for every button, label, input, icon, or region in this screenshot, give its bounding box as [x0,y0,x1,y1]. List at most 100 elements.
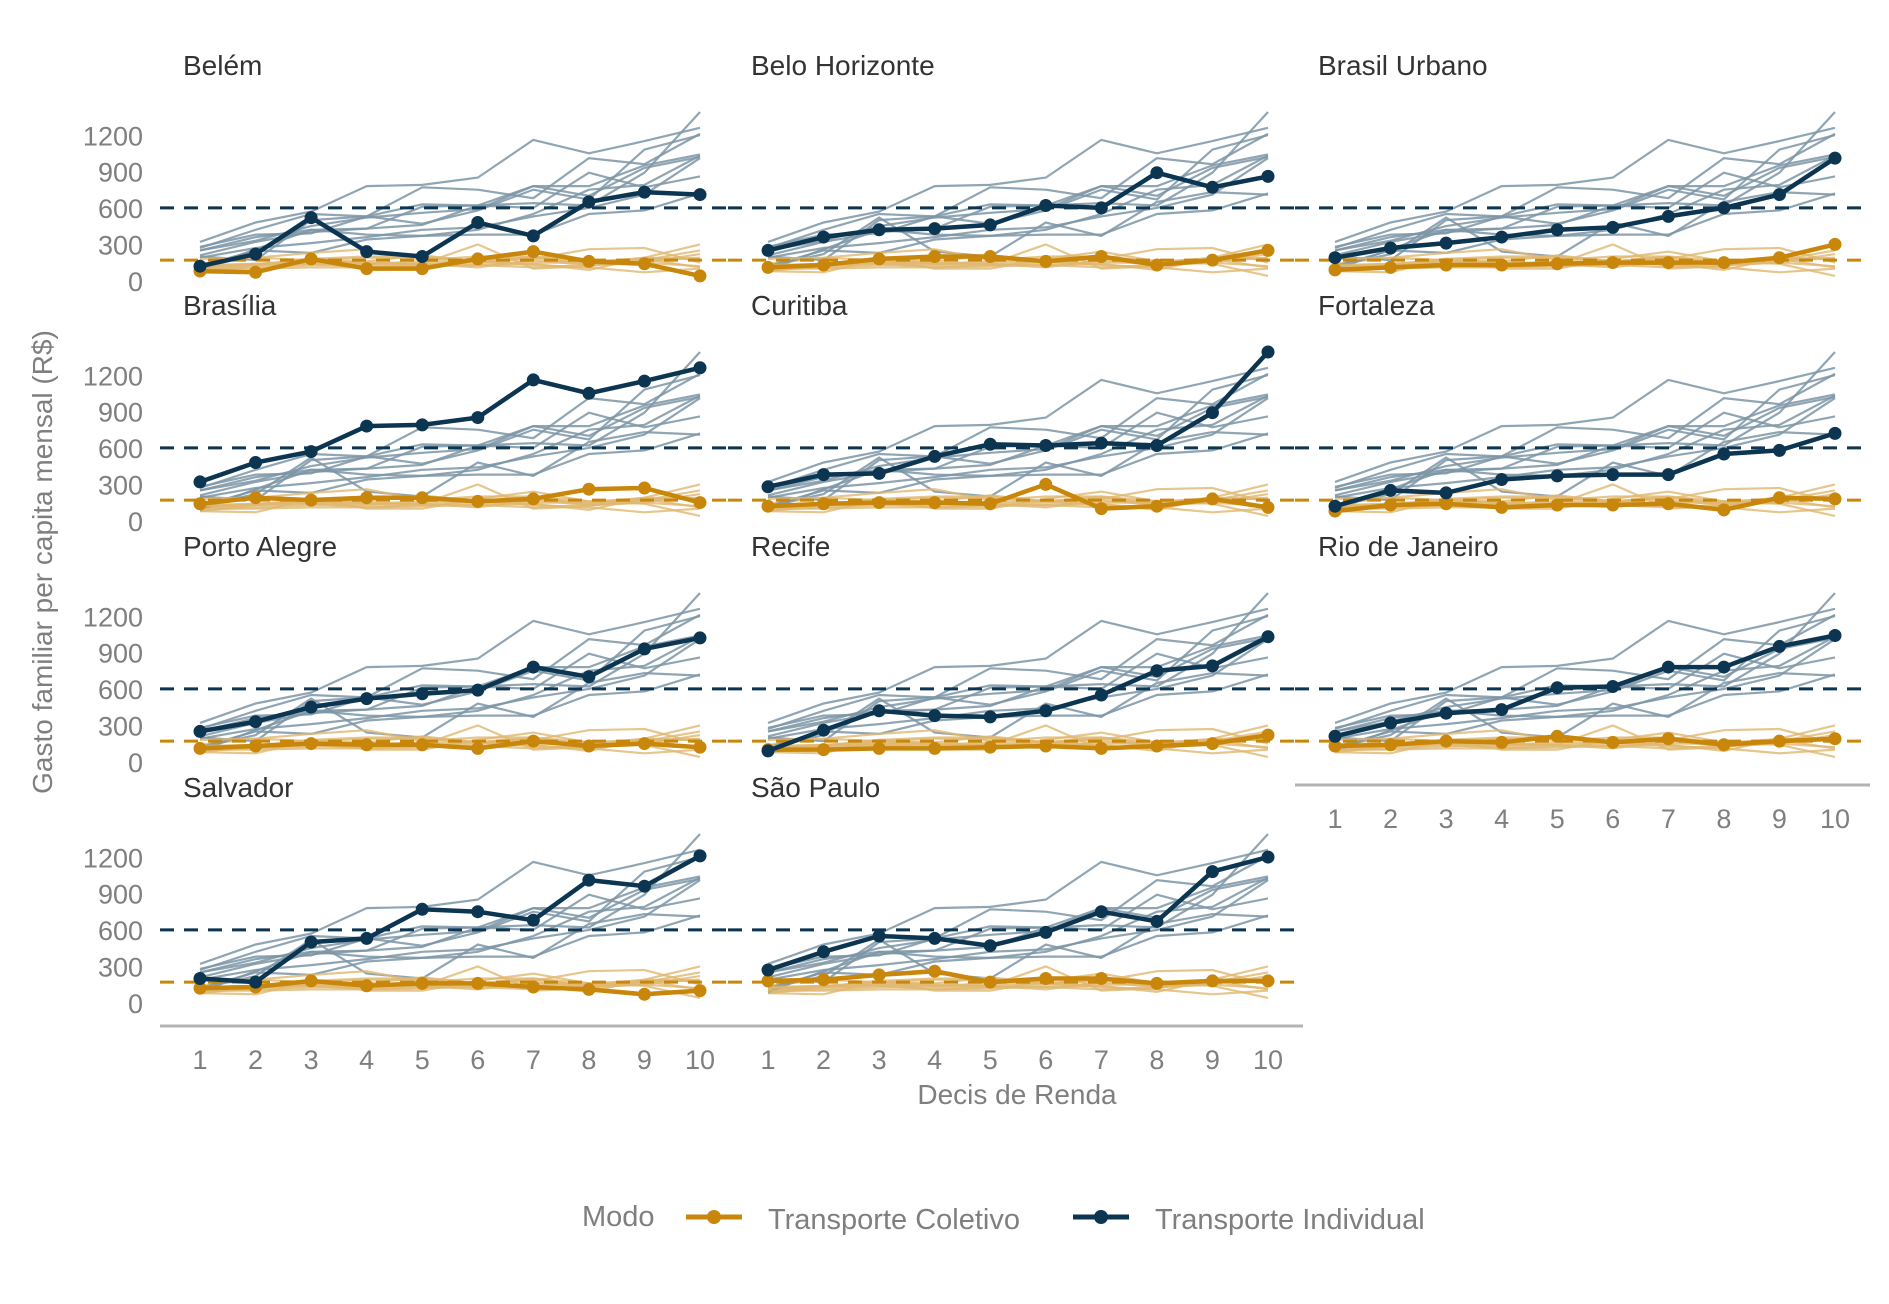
point-individual [761,963,775,977]
point-coletivo [1495,500,1509,514]
point-individual [1150,664,1164,678]
background-line-individual [1334,636,1836,733]
point-coletivo [471,252,485,266]
point-individual [360,245,374,259]
background-line-individual [199,912,701,990]
y-tick-label: 0 [128,748,143,778]
background-line-individual [199,134,701,250]
point-coletivo [360,491,374,505]
point-individual [1550,469,1564,483]
point-individual [304,211,318,225]
point-coletivo [928,964,942,978]
point-coletivo [1828,237,1842,251]
point-coletivo [1772,734,1786,748]
background-line-individual [199,430,701,508]
point-individual [761,744,775,758]
point-individual [1828,426,1842,440]
point-individual [1384,483,1398,497]
point-coletivo [1550,257,1564,271]
x-tick-label: 9 [637,1045,652,1075]
x-tick-label: 3 [872,1045,887,1075]
point-individual [928,449,942,463]
point-individual [693,849,707,863]
background-line-coletivo [200,975,701,992]
background-line-individual [199,155,701,252]
y-tick-label: 0 [128,267,143,297]
x-tick-label: 4 [927,1045,942,1075]
background-line-individual [199,157,701,259]
point-individual [360,931,374,945]
background-line-individual [1334,374,1836,490]
point-coletivo [1606,735,1620,749]
background-line-individual [767,372,1269,502]
point-individual [360,692,374,706]
point-individual [1205,406,1219,420]
point-individual [1772,188,1786,202]
series-line-individual [199,189,701,269]
point-coletivo [360,979,374,993]
background-line-individual [767,615,1269,731]
point-individual [415,418,429,432]
point-coletivo [1661,256,1675,270]
background-line-individual [199,126,701,243]
point-coletivo [526,734,540,748]
point-coletivo [983,497,997,511]
point-individual [637,642,651,656]
point-individual [928,222,942,236]
y-tick-label: 600 [98,434,143,464]
point-coletivo [249,491,263,505]
series-line-individual [1334,156,1837,260]
background-line-individual [199,848,701,965]
point-individual [360,419,374,433]
background-line-individual [1334,155,1836,252]
point-individual [1094,201,1108,215]
background-line-individual [767,374,1269,490]
point-coletivo [1772,491,1786,505]
point-individual [304,445,318,459]
background-line-individual [767,877,1269,974]
point-coletivo [1384,738,1398,752]
background-line-individual [199,671,701,749]
x-tick-label: 3 [1439,804,1454,834]
x-tick-label: 8 [581,1045,596,1075]
point-coletivo [582,739,596,753]
series-line-coletivo [767,481,1269,511]
point-coletivo [1439,734,1453,748]
point-individual [1661,468,1675,482]
point-individual [415,687,429,701]
point-individual [1039,439,1053,452]
point-individual [1150,166,1164,180]
background-line-individual [767,856,1269,972]
point-individual [1606,680,1620,693]
point-coletivo [1205,253,1219,267]
point-individual [872,929,886,943]
point-individual [249,247,263,261]
point-coletivo [928,496,942,510]
point-individual [637,879,651,893]
background-line-individual [767,854,1269,984]
point-coletivo [817,973,831,987]
background-line-individual [199,613,701,743]
point-coletivo [1606,498,1620,512]
series-line-individual [767,634,1270,754]
point-individual [1328,729,1342,743]
x-tick-label: 2 [1383,804,1398,834]
y-tick-label: 1200 [83,602,143,632]
point-coletivo [249,265,263,279]
y-tick-label: 300 [98,712,143,742]
panel-title: Rio de Janeiro [1318,531,1499,562]
point-individual [817,723,831,737]
point-coletivo [1661,732,1675,746]
point-coletivo [471,741,485,755]
point-individual [1039,199,1053,212]
point-individual [526,229,540,243]
point-individual [817,468,831,482]
point-coletivo [193,741,207,755]
point-individual [1550,223,1564,237]
point-coletivo [360,738,374,752]
point-coletivo [761,974,775,988]
point-coletivo [1717,738,1731,752]
background-line-individual [767,673,1269,749]
background-line-individual [199,372,701,502]
point-coletivo [637,257,651,271]
